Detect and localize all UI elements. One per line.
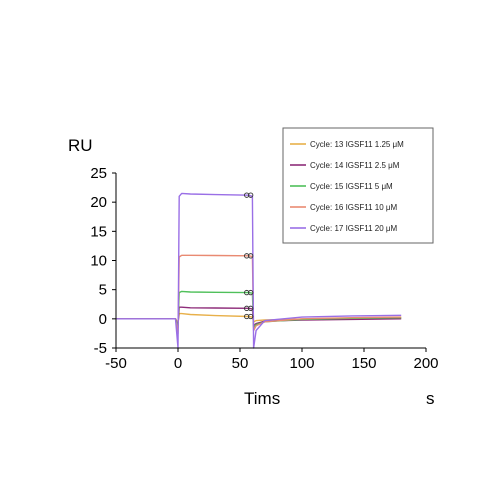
y-tick-label: 10 <box>90 253 107 270</box>
series-1-marker <box>248 313 254 320</box>
x-axis-label: Tims <box>244 389 280 408</box>
x-tick-label: 150 <box>351 355 376 372</box>
x-tick-label: -50 <box>105 355 127 372</box>
x-ticks: -50 0 50 100 150 200 <box>105 348 439 372</box>
y-tick-label: 5 <box>99 282 107 299</box>
y-axis-label: RU <box>68 136 93 155</box>
x-axis-unit: s <box>426 389 435 408</box>
legend-entry: Cycle: 16 IGSF11 10 μM <box>310 203 397 212</box>
end-markers <box>244 192 254 320</box>
series-4-marker <box>248 253 254 259</box>
legend-box <box>282 127 434 244</box>
x-tick-label: 100 <box>289 355 314 372</box>
legend-entry: Cycle: 17 IGSF11 20 μM <box>310 224 397 233</box>
series-2-marker <box>248 305 254 311</box>
y-tick-label: 0 <box>99 311 107 328</box>
series-3-marker <box>248 289 254 296</box>
x-tick-label: 200 <box>413 355 438 372</box>
x-tick-label: 0 <box>174 355 182 372</box>
legend-entry: Cycle: 15 IGSF11 5 μM <box>310 182 393 191</box>
y-ticks: -5 0 5 10 15 20 25 <box>90 165 116 357</box>
x-tick-label: 50 <box>232 355 249 372</box>
series-5-marker <box>248 192 254 198</box>
y-tick-label: 20 <box>90 194 107 211</box>
y-tick-label: 15 <box>90 223 107 240</box>
legend: Cycle: 13 IGSF11 1.25 μM Cycle: 14 IGSF11… <box>282 127 434 244</box>
legend-entry: Cycle: 13 IGSF11 1.25 μM <box>310 140 404 149</box>
y-tick-label: 25 <box>90 165 107 182</box>
y-tick-label: -5 <box>94 340 107 357</box>
legend-entry: Cycle: 14 IGSF11 2.5 μM <box>310 161 400 170</box>
